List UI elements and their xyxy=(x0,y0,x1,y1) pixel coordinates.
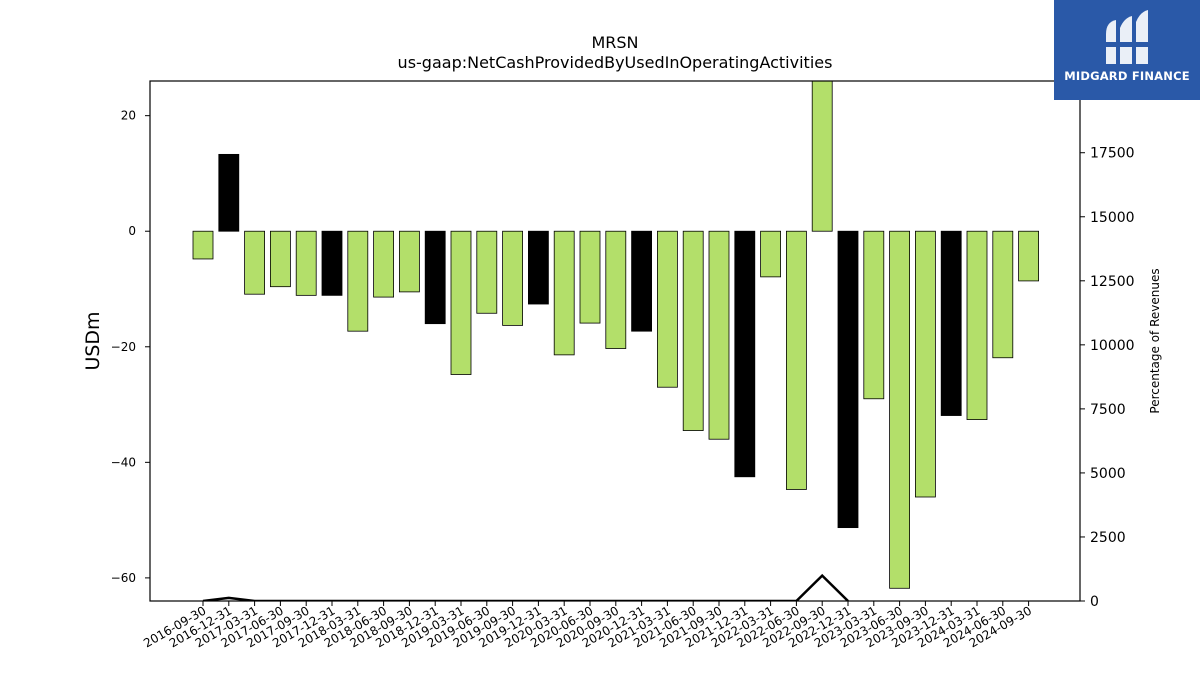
y2-tick-label: 15000 xyxy=(1090,210,1135,226)
y2-tick-label: 10000 xyxy=(1090,338,1135,354)
chart-title: MRSN xyxy=(591,33,638,52)
bar-2021-12-31 xyxy=(734,230,756,478)
y-tick-label: 0 xyxy=(128,224,136,238)
bar-2024-03-31 xyxy=(966,230,988,420)
bar-2018-03-31 xyxy=(347,230,369,332)
y2-tick-label: 2500 xyxy=(1090,530,1126,546)
y2-tick-label: 5000 xyxy=(1090,466,1126,482)
bar-2019-09-30 xyxy=(502,230,524,326)
bar-2023-12-31 xyxy=(940,230,962,416)
y-tick-label: −20 xyxy=(111,340,136,354)
y2-tick-label: 0 xyxy=(1090,594,1099,610)
revenue-percentage-line xyxy=(202,573,849,601)
bar-2023-09-30 xyxy=(915,230,936,498)
bar-2020-06-30 xyxy=(579,230,601,324)
bar-2021-03-31 xyxy=(657,230,678,388)
bar-2022-03-31 xyxy=(760,230,781,278)
bar-2016-12-31 xyxy=(218,153,240,232)
bar-2024-09-30 xyxy=(1018,230,1039,282)
midgard-logo-icon xyxy=(1104,10,1150,64)
y2-tick-label: 17500 xyxy=(1090,146,1135,162)
y-tick-label: −60 xyxy=(111,571,136,585)
y2-axis-label: Percentage of Revenues xyxy=(1148,268,1162,413)
y-tick-label: 20 xyxy=(121,109,136,123)
bar-2017-06-30 xyxy=(269,230,291,288)
bar-2020-03-31 xyxy=(553,230,575,356)
bar-2017-12-31 xyxy=(321,230,343,296)
y2-tick-label: 7500 xyxy=(1090,402,1126,418)
bar-2022-09-30 xyxy=(811,80,833,232)
bar-2021-09-30 xyxy=(708,230,730,440)
bar-2020-12-31 xyxy=(631,230,652,332)
bar-2022-12-31 xyxy=(837,230,859,529)
bar-2018-06-30 xyxy=(373,230,395,298)
bar-2023-06-30 xyxy=(889,230,910,589)
bar-2019-12-31 xyxy=(528,230,549,305)
y2-tick-label: 12500 xyxy=(1090,274,1135,290)
bar-2017-03-31 xyxy=(244,230,266,295)
bar-2016-09-30 xyxy=(192,230,214,260)
bar-2023-03-31 xyxy=(863,230,885,400)
bar-2018-09-30 xyxy=(398,230,420,293)
bar-2024-06-30 xyxy=(992,230,1014,359)
bar-2017-09-30 xyxy=(295,230,317,296)
chart-subtitle: us-gaap:NetCashProvidedByUsedInOperating… xyxy=(398,53,833,72)
bar-2022-06-30 xyxy=(786,230,807,490)
bar-2020-09-30 xyxy=(605,230,627,349)
bar-2019-03-31 xyxy=(450,230,472,375)
plot-area-frame xyxy=(149,80,1081,602)
bar-2021-06-30 xyxy=(682,230,704,431)
bar-2019-06-30 xyxy=(476,230,498,314)
y-axis-label: USDm xyxy=(82,311,104,370)
logo-text: MIDGARD FINANCE xyxy=(1064,69,1190,83)
y-tick-label: −40 xyxy=(111,455,136,469)
bar-2018-12-31 xyxy=(424,230,446,325)
midgard-finance-logo: MIDGARD FINANCE xyxy=(1054,0,1200,100)
